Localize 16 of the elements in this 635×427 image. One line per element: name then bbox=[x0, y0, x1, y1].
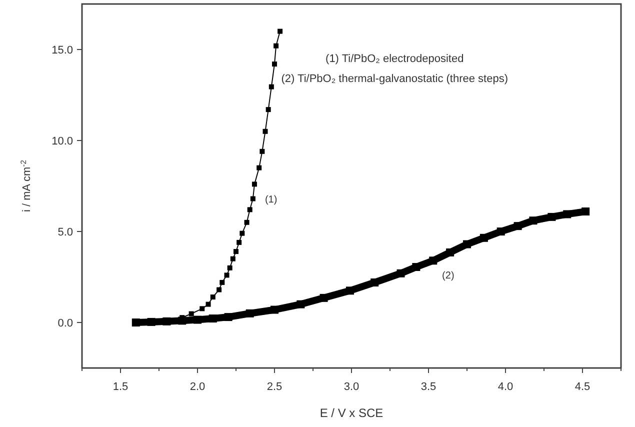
x-tick-label: 1.5 bbox=[112, 381, 128, 393]
x-tick-label: 3.5 bbox=[420, 381, 436, 393]
y-tick-label: 10.0 bbox=[52, 136, 73, 148]
x-tick-label: 4.0 bbox=[498, 381, 514, 393]
x-tick-label: 2.5 bbox=[266, 381, 282, 393]
annotation: (2) Ti/PbO₂ thermal-galvanostatic (three steps) bbox=[281, 73, 508, 85]
series-label: (2) bbox=[442, 270, 454, 282]
y-tick-label: 0.0 bbox=[58, 318, 73, 330]
annotation: (1) Ti/PbO₂ electrodeposited bbox=[326, 53, 464, 65]
y-tick-label: 5.0 bbox=[58, 226, 73, 238]
x-tick-label: 3.0 bbox=[344, 381, 360, 393]
y-tick-label: 15.0 bbox=[52, 44, 73, 56]
x-tick-label: 4.5 bbox=[574, 381, 590, 393]
x-axis-title: E / V x SCE bbox=[320, 406, 384, 420]
x-tick-label: 2.0 bbox=[190, 381, 206, 393]
series-label: (1) bbox=[264, 194, 278, 206]
